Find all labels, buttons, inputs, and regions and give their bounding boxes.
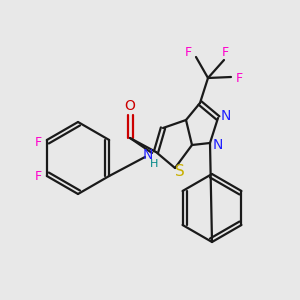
Text: N: N [221,109,231,123]
Text: O: O [124,99,135,113]
Text: N: N [213,138,223,152]
Text: H: H [150,159,158,169]
Text: F: F [236,71,243,85]
Text: F: F [34,136,41,148]
Text: S: S [175,164,185,179]
Text: F: F [184,46,192,59]
Text: F: F [221,46,229,59]
Text: N: N [143,148,153,162]
Text: F: F [34,169,41,182]
